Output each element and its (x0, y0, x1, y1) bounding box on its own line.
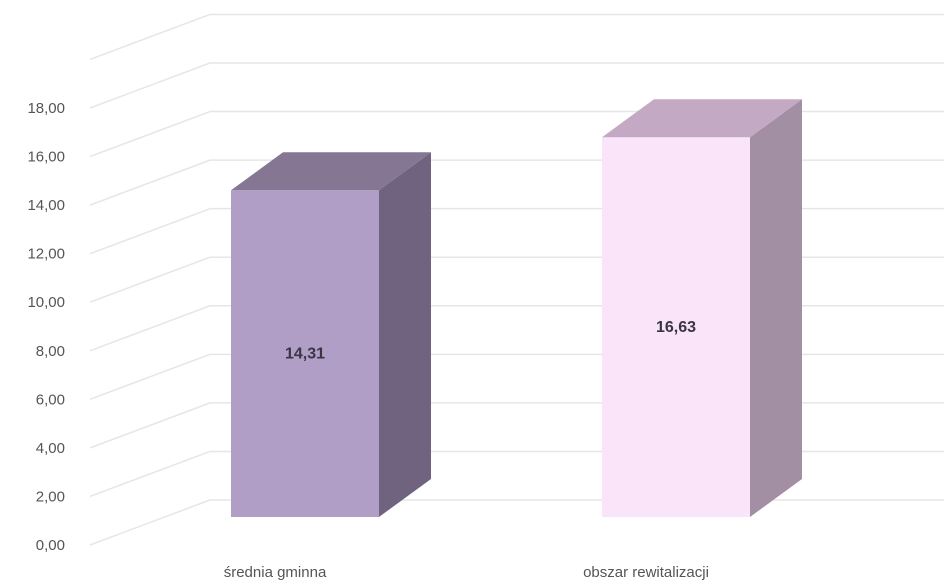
gridline-side (89, 13, 211, 61)
bar (231, 152, 431, 517)
data-label: 14,31 (285, 346, 325, 363)
gridline-side (89, 207, 211, 255)
gridline-side (89, 402, 211, 449)
y-tick-label: 16,00 (27, 149, 65, 166)
data-label: 16,63 (656, 319, 696, 336)
gridlines (89, 13, 944, 546)
gridline-side (89, 353, 211, 401)
y-tick-label: 10,00 (27, 294, 65, 311)
bar-top (602, 99, 802, 138)
bar-side (750, 99, 802, 517)
y-tick-label: 8,00 (36, 343, 65, 360)
gridline-side (89, 256, 211, 303)
y-tick-label: 12,00 (27, 246, 65, 263)
y-tick-label: 2,00 (36, 488, 65, 505)
category-label: średnia gminna (224, 564, 327, 581)
gridline-side (89, 159, 211, 206)
bar (602, 99, 802, 517)
gridline-side (89, 499, 211, 546)
gridline-side (89, 450, 211, 498)
gridline-side (89, 305, 211, 352)
bar-front (231, 190, 379, 517)
y-tick-label: 4,00 (36, 440, 65, 457)
y-tick-label: 14,00 (27, 197, 65, 214)
labels: 14,31 średnia gminna 16,63 obszar rewitaliz… (224, 319, 709, 581)
gridline-side (89, 110, 211, 158)
y-tick-label: 6,00 (36, 391, 65, 408)
y-tick-label: 0,00 (36, 537, 65, 554)
bar-front (602, 137, 750, 517)
category-label: obszar rewitalizacji (583, 564, 709, 581)
bar-top (231, 152, 431, 191)
gridline-side (89, 62, 211, 109)
bar-side (379, 152, 431, 517)
y-tick-label: 18,00 (27, 100, 65, 117)
y-axis-ticks: 0,00 2,00 4,00 6,00 8,00 10,00 12,00 14,00 16,00… (27, 100, 65, 554)
bars (231, 99, 802, 517)
